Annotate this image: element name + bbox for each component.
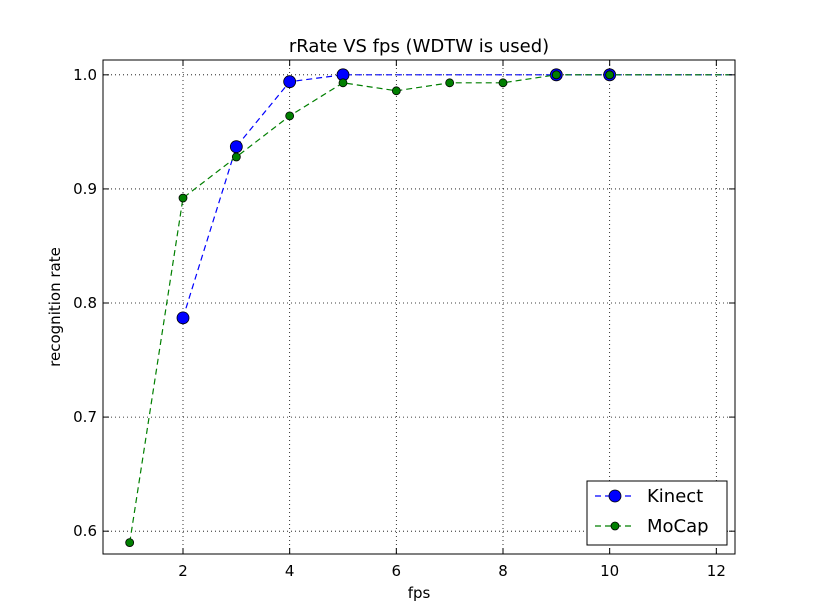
y-tick-label: 0.7 bbox=[73, 408, 97, 426]
data-point-kinect bbox=[229, 140, 243, 154]
data-point-mocap bbox=[338, 78, 348, 88]
y-tick-label: 0.9 bbox=[73, 180, 97, 198]
ticks: 2 4 6 8 10 12 0.6 0.7 0.8 0.9 1.0 bbox=[73, 60, 735, 580]
data-point-kinect bbox=[176, 311, 190, 325]
data-point-mocap bbox=[551, 70, 561, 80]
x-tick-label: 8 bbox=[498, 562, 508, 580]
y-tick-label: 0.6 bbox=[73, 522, 97, 540]
legend: Kinect MoCap bbox=[586, 480, 728, 546]
x-tick-label: 4 bbox=[285, 562, 295, 580]
data-point-mocap bbox=[178, 193, 188, 203]
data-point-mocap bbox=[285, 111, 295, 121]
data-point-mocap bbox=[605, 70, 615, 80]
series-layer bbox=[125, 68, 735, 547]
data-point-kinect bbox=[283, 75, 297, 89]
legend-marker-mocap bbox=[610, 521, 620, 531]
chart-title: rRate VS fps (WDTW is used) bbox=[289, 36, 549, 57]
x-tick-label: 2 bbox=[178, 562, 188, 580]
legend-label-mocap: MoCap bbox=[647, 516, 709, 537]
data-point-mocap bbox=[498, 78, 508, 88]
data-point-mocap bbox=[445, 78, 455, 88]
legend-marker-kinect bbox=[608, 489, 622, 503]
data-point-mocap bbox=[125, 538, 135, 547]
x-tick-label: 12 bbox=[707, 562, 726, 580]
legend-label-kinect: Kinect bbox=[647, 486, 703, 507]
series-line-kinect bbox=[182, 74, 735, 318]
x-axis-label: fps bbox=[408, 584, 431, 602]
y-tick-label: 1.0 bbox=[73, 66, 97, 84]
y-tick-label: 0.8 bbox=[73, 294, 97, 312]
plot-frame bbox=[102, 59, 736, 555]
data-point-mocap bbox=[391, 86, 401, 96]
x-tick-label: 6 bbox=[392, 562, 402, 580]
data-point-mocap bbox=[231, 152, 241, 162]
y-axis-label: recognition rate bbox=[46, 247, 64, 367]
x-tick-label: 10 bbox=[600, 562, 619, 580]
